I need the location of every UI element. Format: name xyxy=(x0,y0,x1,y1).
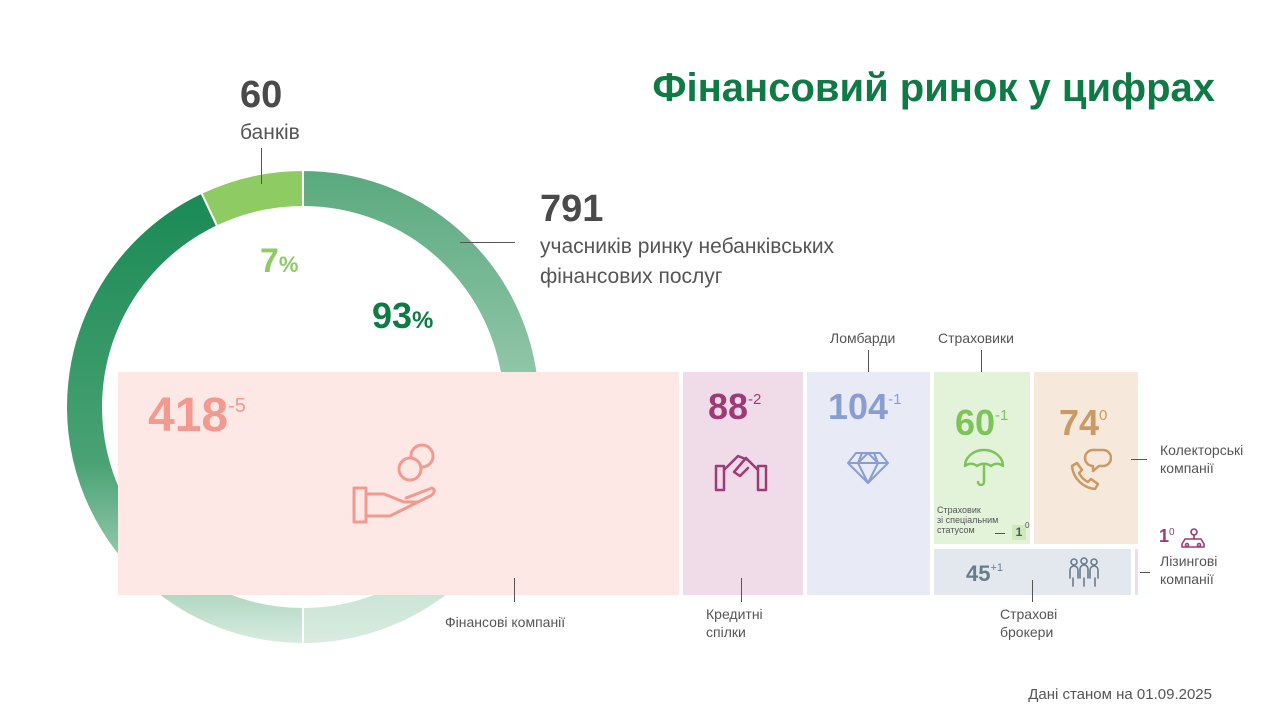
special-insurer-label-3: статусом xyxy=(937,525,975,535)
finance-companies-label: Фінансові компанії xyxy=(445,614,566,630)
special-insurer-label-2: зі спеціальним xyxy=(937,515,999,525)
finance-companies-count: 418-5 xyxy=(148,389,246,442)
collectors-count: 740 xyxy=(1059,402,1108,443)
banks-percent: 7% xyxy=(260,242,299,280)
brokers-label-1: Страхові xyxy=(1000,606,1058,622)
nonbank-label-line1: учасників ринку небанківських xyxy=(540,235,835,258)
credit-unions-tile xyxy=(683,372,803,595)
footnote: Дані станом на 01.09.2025 xyxy=(1028,686,1212,703)
finance-tile-bg xyxy=(118,372,679,595)
collectors-label-2: компанії xyxy=(1160,460,1214,476)
donut-slice-banks xyxy=(200,168,304,228)
nonbank-count: 791 xyxy=(540,188,604,230)
car-key-icon xyxy=(1181,528,1205,548)
special-insurer-count: 1 xyxy=(1012,525,1026,540)
hand-coins-icon xyxy=(352,443,436,524)
credit-unions-count: 88-2 xyxy=(708,386,762,427)
leasing-leader-line xyxy=(1140,572,1150,573)
collectors-leader-line xyxy=(1131,459,1147,460)
special-insurer-change: 0 xyxy=(1025,521,1030,530)
nonbank-percent: 93% xyxy=(372,295,434,336)
insurers-label: Страховики xyxy=(938,330,1014,346)
phone-chat-icon xyxy=(1070,448,1112,490)
credit-unions-label-1: Кредитні xyxy=(706,606,763,622)
banks-leader-line xyxy=(261,148,262,184)
banks-label: банків xyxy=(240,121,300,144)
umbrella-icon xyxy=(963,448,1005,487)
handshake-icon xyxy=(714,454,768,492)
leasing-label-1: Лізингові xyxy=(1160,553,1218,569)
leasing-tile xyxy=(1135,549,1138,595)
finance-leader-line xyxy=(514,578,515,602)
brokers-label-2: брокери xyxy=(1000,624,1054,640)
banks-count: 60 xyxy=(240,74,283,116)
insurers-count: 60-1 xyxy=(955,402,1009,443)
insurers-leader-line xyxy=(981,350,982,372)
collectors-label-1: Колекторські xyxy=(1160,442,1244,458)
leasing-count: 10 xyxy=(1159,526,1175,546)
pawnshops-label: Ломбарди xyxy=(830,330,896,346)
credit-unions-label-2: спілки xyxy=(706,624,746,640)
special-insurer-leader xyxy=(995,533,1005,534)
pawnshops-count: 104-1 xyxy=(828,386,902,427)
special-insurer-label-1: Страховик xyxy=(937,505,981,515)
nonbank-leader-line xyxy=(460,242,515,243)
leasing-label-2: компанії xyxy=(1160,571,1214,587)
people-group-icon xyxy=(1069,557,1099,587)
credit-leader-line xyxy=(741,578,742,602)
pawnshops-leader-line xyxy=(868,350,869,372)
page-title: Фінансовий ринок у цифрах xyxy=(652,66,1215,110)
nonbank-label-line2: фінансових послуг xyxy=(540,265,723,288)
special-insurer-label: Страховик зі спеціальним статусом xyxy=(937,505,998,535)
brokers-leader-line xyxy=(1032,580,1033,602)
insurers-tile xyxy=(934,372,1030,544)
brokers-count: 45+1 xyxy=(966,561,1004,586)
diamond-icon xyxy=(847,452,889,484)
